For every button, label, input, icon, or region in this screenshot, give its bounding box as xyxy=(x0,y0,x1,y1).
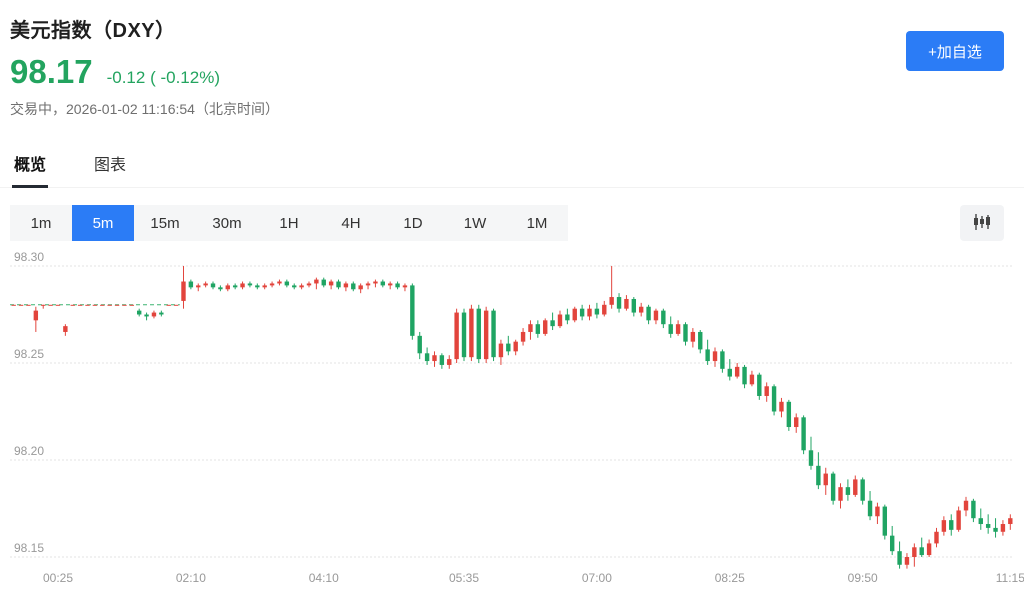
interval-button-1M[interactable]: 1M xyxy=(506,205,568,241)
chart-toolbar: 1m 5m 15m 30m 1H 4H 1D 1W 1M xyxy=(10,205,1004,241)
candlestick-icon xyxy=(972,212,992,235)
svg-text:98.15: 98.15 xyxy=(14,541,44,555)
interval-button-15m[interactable]: 15m xyxy=(134,205,196,241)
candles xyxy=(11,266,1013,569)
interval-button-1D[interactable]: 1D xyxy=(382,205,444,241)
page-title: 美元指数（DXY） xyxy=(10,20,176,42)
interval-toolbar: 1m 5m 15m 30m 1H 4H 1D 1W 1M xyxy=(10,205,568,241)
tab-overview[interactable]: 概览 xyxy=(12,143,49,188)
svg-text:02:10: 02:10 xyxy=(176,571,206,585)
tab-chart[interactable]: 图表 xyxy=(94,157,127,174)
tabs: 概览 图表 xyxy=(0,143,1024,188)
interval-button-4H[interactable]: 4H xyxy=(320,205,382,241)
svg-text:98.20: 98.20 xyxy=(14,444,44,458)
svg-text:07:00: 07:00 xyxy=(582,571,612,585)
svg-text:04:10: 04:10 xyxy=(309,571,339,585)
svg-text:98.25: 98.25 xyxy=(14,347,44,361)
svg-text:00:25: 00:25 xyxy=(43,571,73,585)
grid-lines xyxy=(10,265,1014,558)
interval-button-1W[interactable]: 1W xyxy=(444,205,506,241)
chart-type-button[interactable] xyxy=(960,205,1004,241)
svg-text:08:25: 08:25 xyxy=(715,571,745,585)
x-axis-labels: 00:25 02:10 04:10 05:35 07:00 08:25 09:50 11:15 xyxy=(43,571,1024,585)
interval-button-30m[interactable]: 30m xyxy=(196,205,258,241)
interval-button-1H[interactable]: 1H xyxy=(258,205,320,241)
interval-button-1m[interactable]: 1m xyxy=(10,205,72,241)
svg-text:09:50: 09:50 xyxy=(848,571,878,585)
price-change: -0.12 ( -0.12%) xyxy=(106,68,220,87)
svg-text:11:15: 11:15 xyxy=(996,571,1024,585)
market-status: 交易中，2026-01-02 11:16:54（北京时间） xyxy=(10,101,279,117)
interval-button-5m[interactable]: 5m xyxy=(72,205,134,241)
price-chart[interactable]: 98.30 98.25 98.20 98.15 00:25 02:10 04:10 05:35… xyxy=(0,244,1024,604)
header: 美元指数（DXY） +加自选 98.17 -0.12 ( -0.12%) 交易中… xyxy=(0,0,1024,119)
add-watchlist-button[interactable]: +加自选 xyxy=(906,31,1004,71)
last-price: 98.17 xyxy=(10,53,93,90)
svg-text:05:35: 05:35 xyxy=(449,571,479,585)
svg-text:98.30: 98.30 xyxy=(14,250,44,264)
y-axis-labels: 98.30 98.25 98.20 98.15 xyxy=(14,250,44,555)
price-row: 98.17 -0.12 ( -0.12%) xyxy=(10,53,1004,91)
